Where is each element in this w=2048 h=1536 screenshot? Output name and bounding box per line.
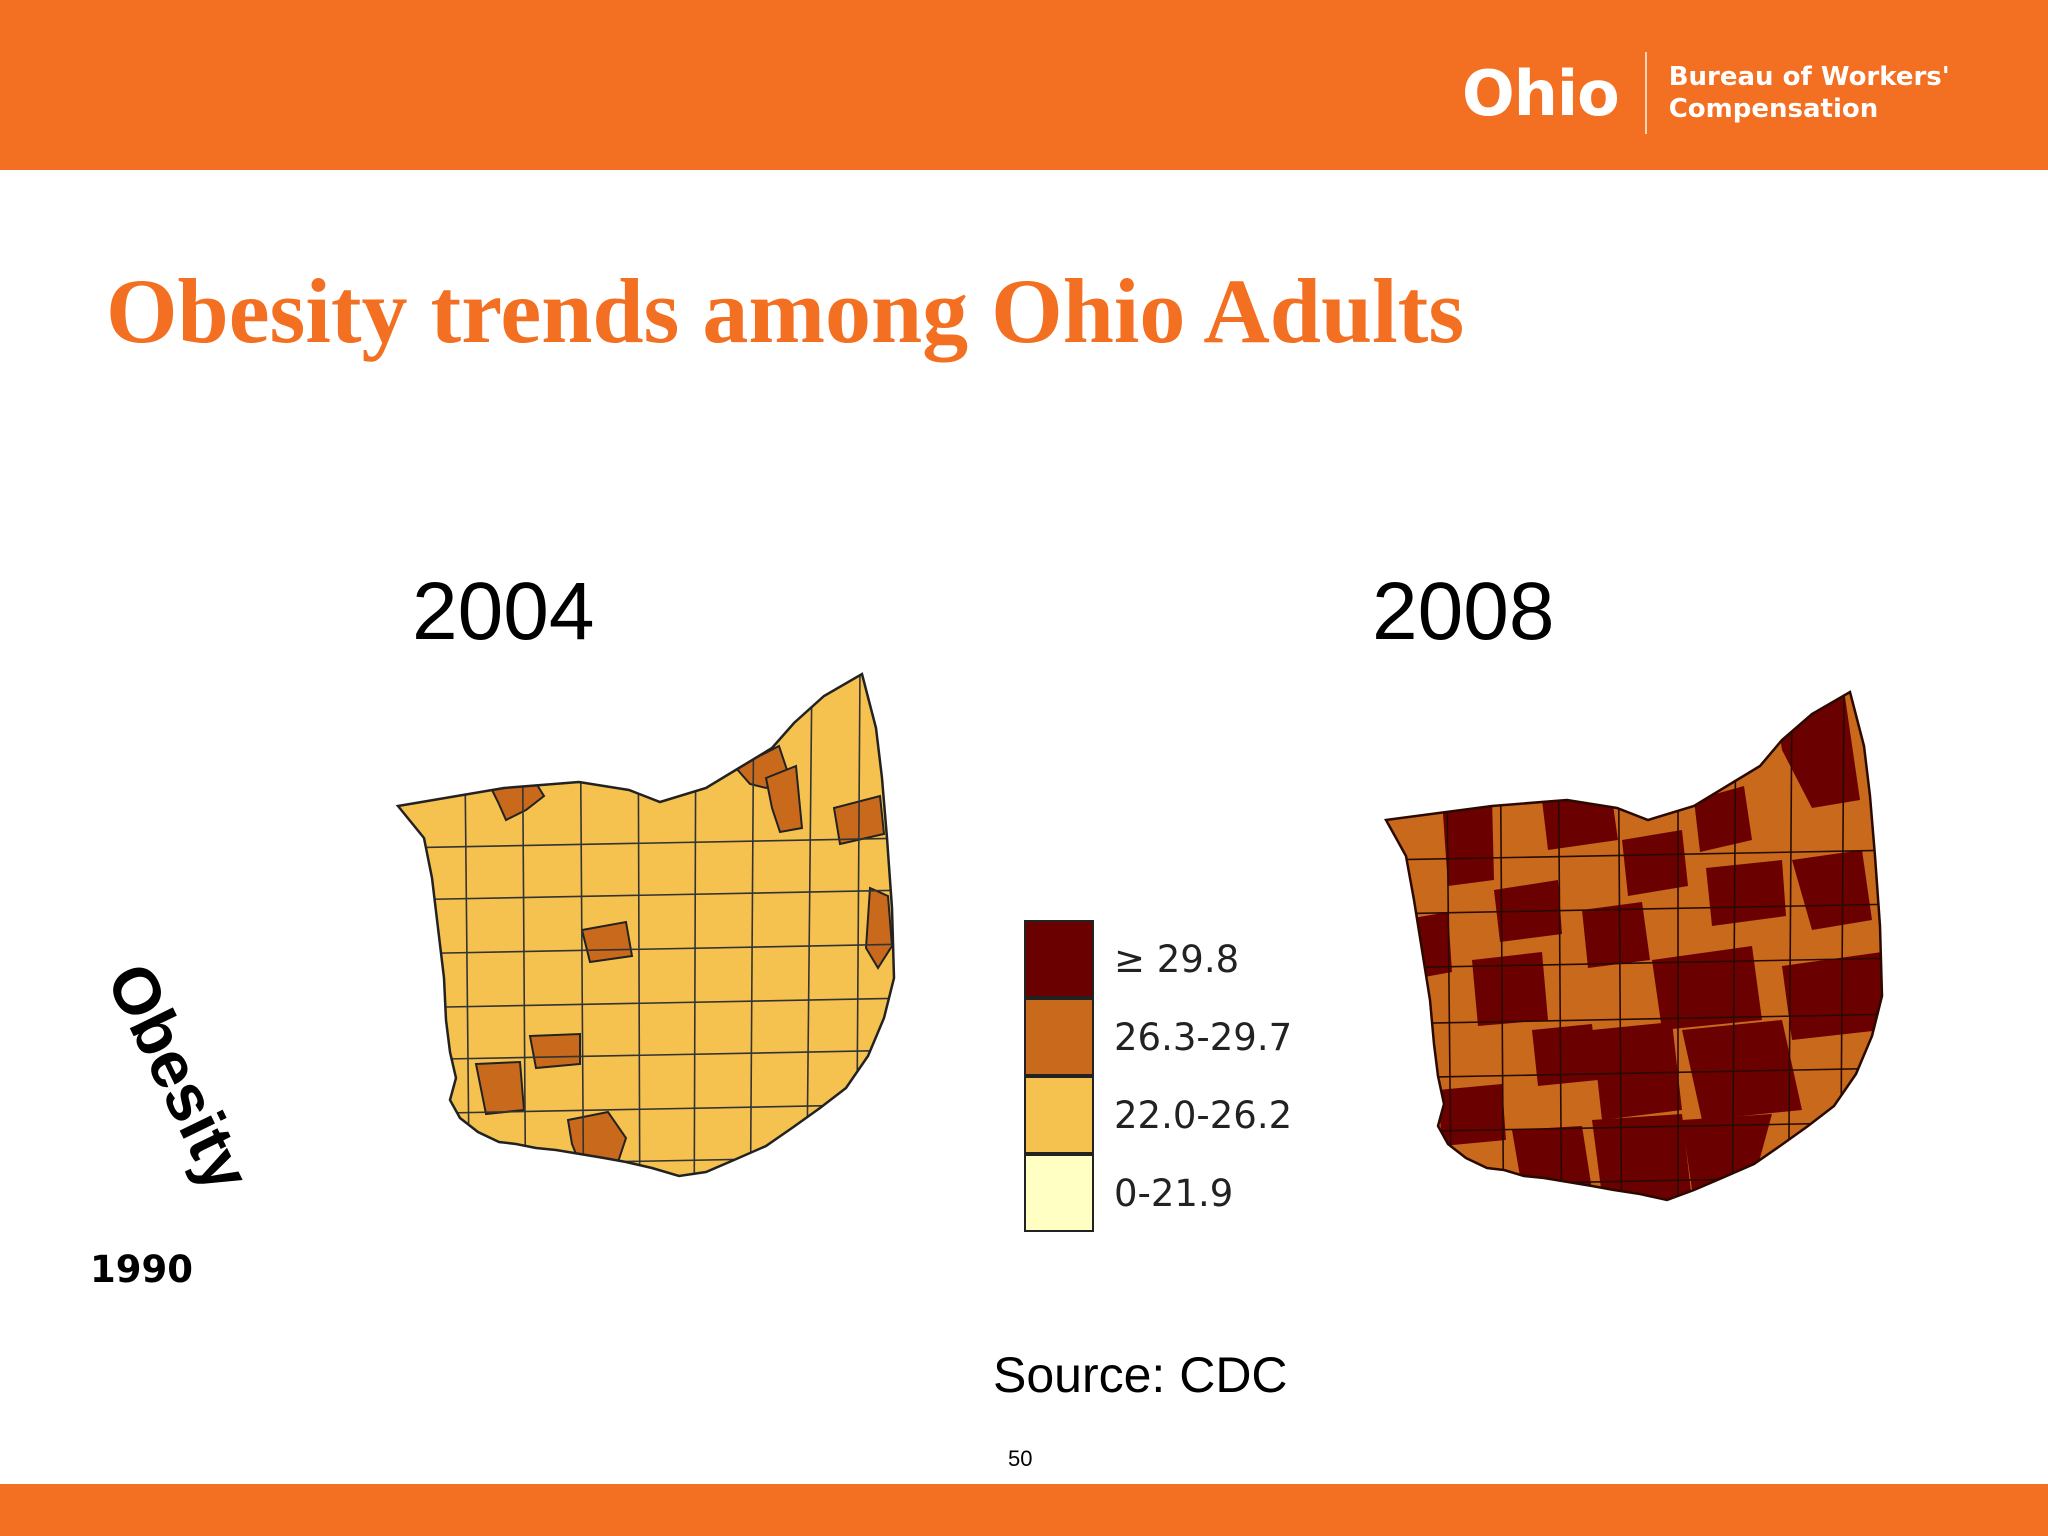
county-max-2008 — [1792, 850, 1872, 930]
county-max-2008 — [1622, 830, 1688, 896]
ohio-map-2004 — [395, 672, 896, 1252]
legend-label: 0-21.9 — [1114, 1171, 1234, 1215]
county-max-2008 — [1582, 902, 1650, 968]
ohio-map-2008 — [1384, 690, 1884, 1202]
county-high-2004 — [764, 764, 804, 834]
legend-swatch — [1024, 1154, 1094, 1232]
logo-divider — [1644, 52, 1647, 134]
county-high-2004 — [640, 1174, 708, 1176]
county-max-2008 — [1782, 952, 1882, 1040]
county-max-2008 — [1472, 952, 1548, 1026]
logo-ohio-wordmark: Ohio — [1462, 56, 1620, 130]
map-year-2004: 2004 — [412, 566, 595, 657]
legend-item: 26.3-29.7 — [1024, 998, 1292, 1076]
county-max-2008 — [1682, 1020, 1802, 1120]
legend-label: 22.0-26.2 — [1114, 1093, 1293, 1137]
county-high-2004 — [580, 920, 634, 964]
county-high-2004 — [864, 886, 894, 970]
county-high-2004 — [474, 1060, 526, 1116]
county-max-2008 — [1592, 1114, 1692, 1200]
logo-line-1: Bureau of Workers' — [1668, 62, 1950, 92]
ohio-bwc-logo: Ohio Bureau of Workers' Compensation — [1462, 48, 1950, 138]
legend-item: ≥ 29.8 — [1024, 920, 1239, 998]
obesity-side-label: Obesity — [92, 951, 266, 1202]
source-note: Source: CDC — [993, 1347, 1288, 1403]
small-year-label: 1990 — [90, 1248, 193, 1291]
county-max-2008 — [1532, 1024, 1598, 1086]
county-max-2008 — [1706, 860, 1786, 926]
legend-item: 0-21.9 — [1024, 1154, 1233, 1232]
logo-agency-name: Bureau of Workers' Compensation — [1669, 61, 1950, 125]
county-max-2008 — [1438, 1084, 1506, 1146]
map-year-2008: 2008 — [1372, 566, 1555, 657]
slide-title: Obesity trends among Ohio Adults — [106, 260, 1465, 362]
header-band — [0, 0, 2048, 170]
county-max-2008 — [1592, 1022, 1682, 1120]
legend-swatch — [1024, 998, 1094, 1076]
county-max-2008 — [1512, 1126, 1592, 1190]
logo-line-2: Compensation — [1668, 94, 1879, 124]
page-number: 50 — [1008, 1446, 1033, 1471]
legend-label: 26.3-29.7 — [1114, 1015, 1293, 1059]
county-high-2004 — [696, 1190, 766, 1252]
legend-label: ≥ 29.8 — [1114, 937, 1240, 981]
county-max-2008 — [1542, 798, 1618, 850]
legend-item: 22.0-26.2 — [1024, 1076, 1292, 1154]
county-max-2008 — [1442, 798, 1494, 886]
county-max-2008 — [1694, 786, 1752, 852]
footer-band — [0, 1484, 2048, 1536]
county-high-2004 — [528, 1032, 581, 1070]
county-max-2008 — [1402, 912, 1452, 980]
legend-swatch — [1024, 920, 1094, 998]
legend-swatch — [1024, 1076, 1094, 1154]
